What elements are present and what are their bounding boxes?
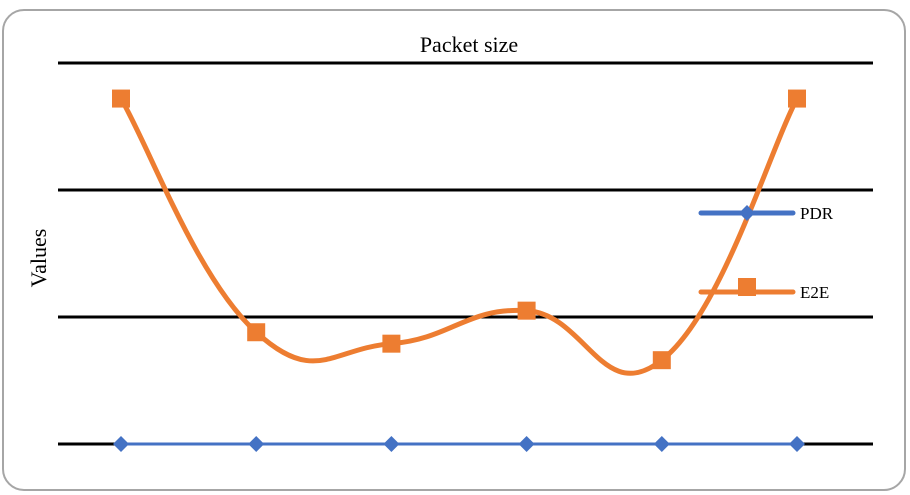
data-point-e2e [247,323,266,342]
data-point-e2e [652,351,671,370]
series-pdr [113,436,805,452]
data-point-e2e [788,89,806,108]
data-point-pdr [653,436,670,452]
series-line-e2e [118,96,800,376]
data-point-pdr [248,436,265,452]
gridlines [58,61,873,446]
data-point-pdr [789,436,805,452]
data-point-pdr [113,436,129,452]
data-point-e2e [112,89,130,108]
legend-label-pdr: PDR [800,204,834,223]
chart-frame [2,9,906,491]
chart-title: Packet size [420,32,518,57]
legend-marker-pdr [739,205,755,221]
series-e2e [112,89,806,376]
legend: PDR E2E [698,204,834,302]
legend-label-e2e: E2E [800,283,829,302]
legend-marker-e2e [738,278,756,296]
data-point-pdr [518,436,535,452]
series-layer [112,89,806,452]
data-point-e2e [382,334,401,353]
data-point-e2e [517,301,536,320]
data-point-pdr [383,436,400,452]
y-axis-label: Values [26,229,51,288]
